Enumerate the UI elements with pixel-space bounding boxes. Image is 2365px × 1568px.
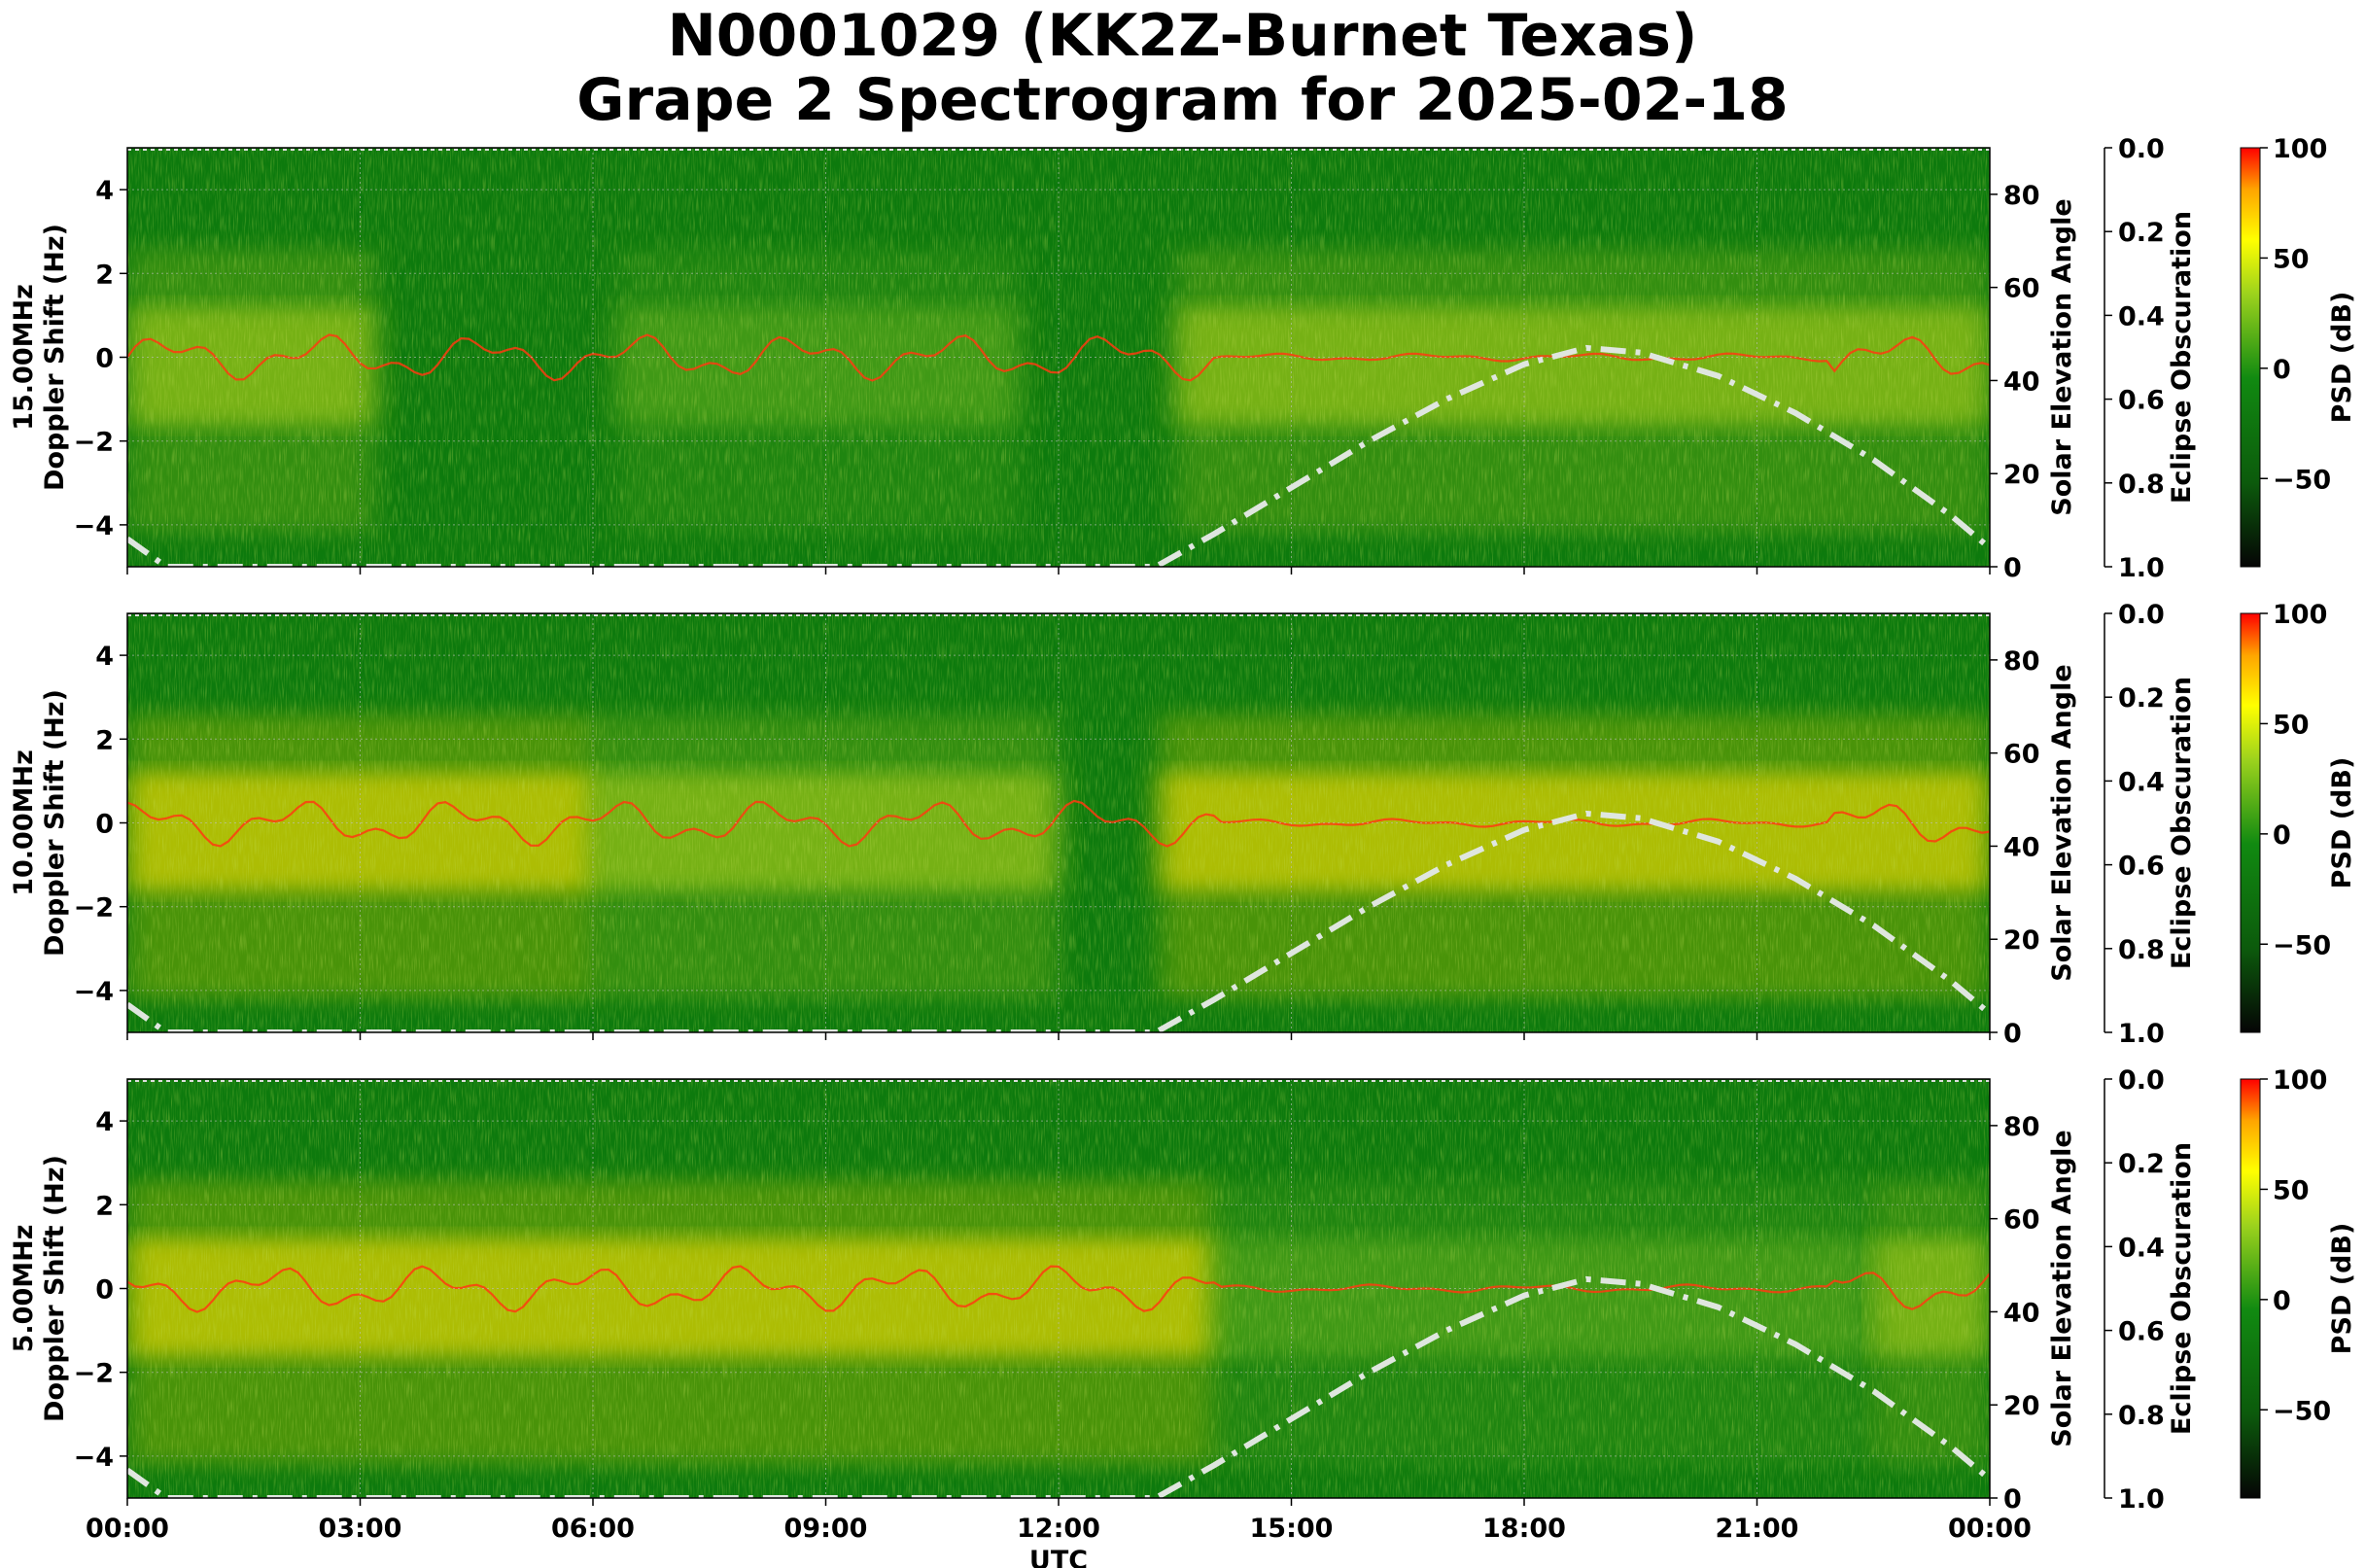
y-axis-label: Doppler Shift (Hz) (40, 689, 70, 957)
panel-frequency-label: 5.00MHz (9, 1225, 39, 1353)
panel-3: 420−2−45.00MHz Doppler Shift (Hz)80604020… (9, 1065, 2357, 1568)
y-tick-label: 4 (95, 176, 114, 206)
colorbar (2241, 148, 2260, 567)
right-tick-label: 0 (2003, 1019, 2022, 1049)
right-tick-label: 60 (2003, 1205, 2040, 1236)
right-tick-label: 80 (2003, 181, 2040, 211)
eclipse-tick-label: 0.6 (2118, 386, 2165, 416)
right-tick-label: 0 (2003, 1484, 2022, 1515)
y-axis-label: Doppler Shift (Hz) (40, 224, 70, 491)
panel-1: 420−2−415.00MHz Doppler Shift (Hz)8060402… (9, 134, 2357, 583)
eclipse-tick-label: 1.0 (2118, 1484, 2165, 1515)
eclipse-tick-label: 0.6 (2118, 1317, 2165, 1347)
panel-frequency-label: 10.00MHz (9, 749, 39, 896)
right-tick-label: 60 (2003, 740, 2040, 770)
eclipse-tick-label: 0.4 (2118, 1233, 2165, 1263)
colorbar-tick-label: 100 (2273, 1065, 2327, 1096)
plot-area (127, 148, 1990, 567)
eclipse-tick-label: 0.6 (2118, 852, 2165, 882)
eclipse-obscuration-label: Eclipse Obscuration (2167, 211, 2197, 504)
eclipse-tick-label: 0.8 (2118, 470, 2165, 500)
x-tick-label: 15:00 (1250, 1514, 1334, 1544)
panels-root: 420−2−415.00MHz Doppler Shift (Hz)8060402… (9, 134, 2357, 1568)
panel-2: 420−2−410.00MHz Doppler Shift (Hz)8060402… (9, 600, 2357, 1049)
y-axis-label: Doppler Shift (Hz) (40, 1155, 70, 1422)
right-tick-label: 40 (2003, 366, 2040, 397)
eclipse-tick-label: 1.0 (2118, 553, 2165, 583)
eclipse-tick-label: 0.2 (2118, 1149, 2165, 1179)
y-tick-label: 4 (95, 642, 114, 672)
solar-elevation-label: Solar Elevation Angle (2047, 1130, 2077, 1446)
colorbar (2241, 1079, 2260, 1498)
y-tick-label: 0 (95, 344, 114, 374)
solar-elevation-label: Solar Elevation Angle (2047, 198, 2077, 515)
colorbar-tick-label: 0 (2273, 1286, 2291, 1316)
right-tick-label: 20 (2003, 1391, 2040, 1421)
colorbar-tick-label: 50 (2273, 710, 2310, 740)
y-tick-label: −4 (74, 1443, 114, 1473)
colorbar (2241, 613, 2260, 1032)
right-tick-label: 20 (2003, 460, 2040, 490)
colorbar-label: PSD (dB) (2327, 292, 2357, 424)
eclipse-tick-label: 1.0 (2118, 1019, 2165, 1049)
y-tick-label: −4 (74, 977, 114, 1007)
right-tick-label: 80 (2003, 1112, 2040, 1142)
colorbar-label: PSD (dB) (2327, 1223, 2357, 1355)
colorbar-tick-label: −50 (2273, 930, 2331, 960)
eclipse-tick-label: 0.2 (2118, 683, 2165, 714)
x-tick-label: 21:00 (1716, 1514, 1799, 1544)
eclipse-tick-label: 0.0 (2118, 1065, 2165, 1096)
eclipse-tick-label: 0.0 (2118, 600, 2165, 630)
y-tick-label: 2 (95, 725, 114, 755)
y-tick-label: −4 (74, 511, 114, 541)
solar-elevation-label: Solar Elevation Angle (2047, 664, 2077, 981)
eclipse-tick-label: 0.8 (2118, 935, 2165, 965)
y-tick-label: 2 (95, 260, 114, 290)
right-tick-label: 20 (2003, 925, 2040, 956)
y-tick-label: −2 (74, 893, 114, 923)
colorbar-tick-label: 0 (2273, 355, 2291, 385)
x-tick-label: 03:00 (319, 1514, 402, 1544)
panel-frequency-label: 15.00MHz (9, 284, 39, 431)
plot-area (127, 613, 1990, 1032)
eclipse-tick-label: 0.8 (2118, 1401, 2165, 1431)
eclipse-tick-label: 0.4 (2118, 301, 2165, 331)
x-axis-label: UTC (1029, 1546, 1088, 1568)
x-tick-label: 18:00 (1482, 1514, 1566, 1544)
y-tick-label: −2 (74, 428, 114, 458)
right-tick-label: 40 (2003, 1298, 2040, 1328)
right-tick-label: 80 (2003, 646, 2040, 677)
x-tick-label: 09:00 (784, 1514, 868, 1544)
colorbar-tick-label: 50 (2273, 1175, 2310, 1205)
x-tick-label: 00:00 (86, 1514, 169, 1544)
plot-area (127, 1079, 1990, 1498)
right-tick-label: 0 (2003, 553, 2022, 583)
x-tick-label: 06:00 (551, 1514, 635, 1544)
y-tick-label: −2 (74, 1359, 114, 1389)
x-tick-label: 00:00 (1948, 1514, 2032, 1544)
y-tick-label: 0 (95, 1275, 114, 1306)
eclipse-tick-label: 0.0 (2118, 134, 2165, 164)
y-tick-label: 0 (95, 810, 114, 840)
eclipse-obscuration-label: Eclipse Obscuration (2167, 1142, 2197, 1435)
colorbar-tick-label: 0 (2273, 820, 2291, 851)
x-tick-label: 12:00 (1017, 1514, 1100, 1544)
colorbar-label: PSD (dB) (2327, 757, 2357, 889)
colorbar-tick-label: −50 (2273, 465, 2331, 495)
right-tick-label: 60 (2003, 274, 2040, 304)
colorbar-tick-label: 100 (2273, 134, 2327, 164)
colorbar-tick-label: 50 (2273, 244, 2310, 274)
y-tick-label: 2 (95, 1191, 114, 1221)
colorbar-tick-label: 100 (2273, 600, 2327, 630)
eclipse-obscuration-label: Eclipse Obscuration (2167, 677, 2197, 969)
y-tick-label: 4 (95, 1107, 114, 1137)
eclipse-tick-label: 0.2 (2118, 218, 2165, 248)
colorbar-tick-label: −50 (2273, 1396, 2331, 1426)
right-tick-label: 40 (2003, 832, 2040, 862)
eclipse-tick-label: 0.4 (2118, 767, 2165, 797)
